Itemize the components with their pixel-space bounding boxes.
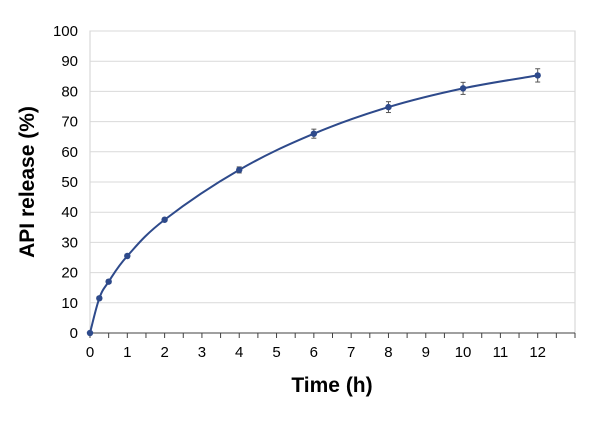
- y-tick-label: 0: [70, 325, 78, 342]
- x-tick-label: 8: [384, 344, 392, 361]
- data-point: [534, 72, 541, 79]
- y-tick-label: 40: [61, 204, 78, 221]
- data-point: [161, 216, 168, 223]
- y-tick-label: 30: [61, 234, 78, 251]
- x-tick-label: 0: [86, 344, 94, 361]
- data-point: [96, 295, 103, 302]
- x-tick-label: 7: [347, 344, 355, 361]
- y-tick-label: 50: [61, 174, 78, 191]
- y-tick-label: 100: [53, 23, 78, 40]
- x-tick-label: 1: [123, 344, 131, 361]
- x-tick-label: 12: [529, 344, 546, 361]
- data-point: [86, 329, 94, 337]
- data-point: [236, 166, 243, 174]
- x-tick-label: 11: [493, 344, 509, 361]
- y-tick-label: 60: [61, 144, 78, 161]
- x-tick-marks: [89, 333, 576, 338]
- x-tick-label: 4: [235, 344, 243, 361]
- x-tick-labels: 0 1 2 3 4 5 6 7 8 9 10 11 12: [86, 344, 546, 361]
- y-tick-labels: 0 10 20 30 40 50 60 70 80 90 100: [53, 23, 78, 342]
- x-tick-label: 3: [198, 344, 206, 361]
- data-point: [459, 85, 467, 92]
- x-axis-title: Time (h): [291, 374, 372, 397]
- x-tick-label: 9: [422, 344, 430, 361]
- data-point: [124, 252, 131, 260]
- y-tick-label: 80: [61, 83, 78, 100]
- series-line: [89, 74, 538, 334]
- y-tick-label: 10: [61, 295, 78, 312]
- gridlines: [90, 30, 575, 304]
- x-tick-label: 10: [455, 344, 472, 361]
- y-tick-label: 70: [61, 114, 78, 131]
- data-point: [105, 278, 112, 285]
- x-tick-label: 6: [310, 344, 318, 361]
- data-point: [385, 103, 392, 111]
- x-tick-label: 5: [272, 344, 280, 361]
- y-tick-label: 90: [61, 53, 78, 70]
- y-tick-label: 20: [61, 265, 78, 282]
- y-axis-title: API release (%): [16, 106, 39, 258]
- x-tick-label: 2: [160, 344, 168, 361]
- data-point: [310, 130, 318, 137]
- data-markers: [86, 72, 541, 337]
